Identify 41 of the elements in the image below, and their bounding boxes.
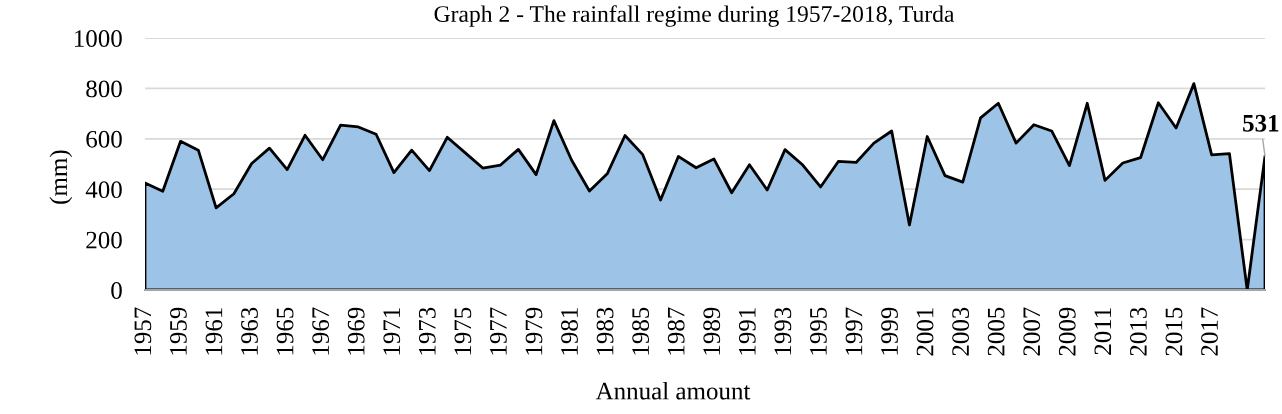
y-tick-label: 800 (86, 80, 122, 98)
x-tick-label: 1959 (170, 307, 187, 355)
data-label: 531 (1243, 114, 1279, 132)
x-tick-label: 1997 (845, 307, 863, 355)
x-tick-label: 1983 (596, 307, 614, 355)
y-tick-label: 200 (86, 231, 122, 249)
x-tick-label: 2013 (1129, 307, 1147, 356)
x-tick-label: 1971 (383, 308, 401, 355)
x-tick-label: 2009 (1058, 307, 1076, 356)
x-tick-label: 1985 (632, 307, 650, 355)
x-tick-label: 1999 (881, 307, 898, 355)
x-tick-label: 1979 (525, 307, 543, 355)
x-tick-label: 2007 (1023, 307, 1041, 356)
x-tick-label: 1995 (810, 307, 827, 355)
x-tick-label: 1991 (738, 308, 756, 355)
y-tick-label: 600 (86, 130, 122, 148)
x-tick-label: 1989 (703, 307, 721, 355)
y-tick-label: 400 (85, 181, 122, 199)
x-tick-label: 1973 (418, 307, 436, 355)
chart-title: Graph 2 - The rainfall regime during 1957-2018, Turda (434, 5, 955, 27)
x-tick-label: 1969 (347, 307, 365, 355)
x-tick-label: 2005 (987, 307, 1005, 356)
x-tick-label: 1957 (134, 307, 152, 355)
x-tick-label: 1961 (205, 308, 223, 355)
x-tick-label: 2001 (916, 308, 934, 356)
x-tick-label: 1965 (276, 307, 294, 355)
x-tick-label: 1993 (774, 307, 792, 355)
y-axis-title: (mm) (49, 150, 73, 204)
x-tick-label: 1987 (667, 307, 685, 355)
x-tick-label: 1977 (490, 307, 507, 355)
x-tick-label: 1975 (454, 307, 472, 355)
x-tick-label: 2011 (1094, 308, 1112, 355)
x-axis-title: Annual amount (595, 381, 751, 400)
x-tick-label: 1963 (241, 307, 258, 355)
x-tick-label: 1981 (561, 308, 578, 355)
x-tick-label: 2015 (1165, 307, 1183, 356)
x-tick-label: 2017 (1201, 307, 1218, 356)
x-tick-label: 1967 (312, 307, 330, 355)
x-tick-label: 2003 (952, 307, 970, 356)
y-tick-label: 0 (111, 282, 122, 299)
y-tick-label: 1000 (74, 30, 122, 47)
